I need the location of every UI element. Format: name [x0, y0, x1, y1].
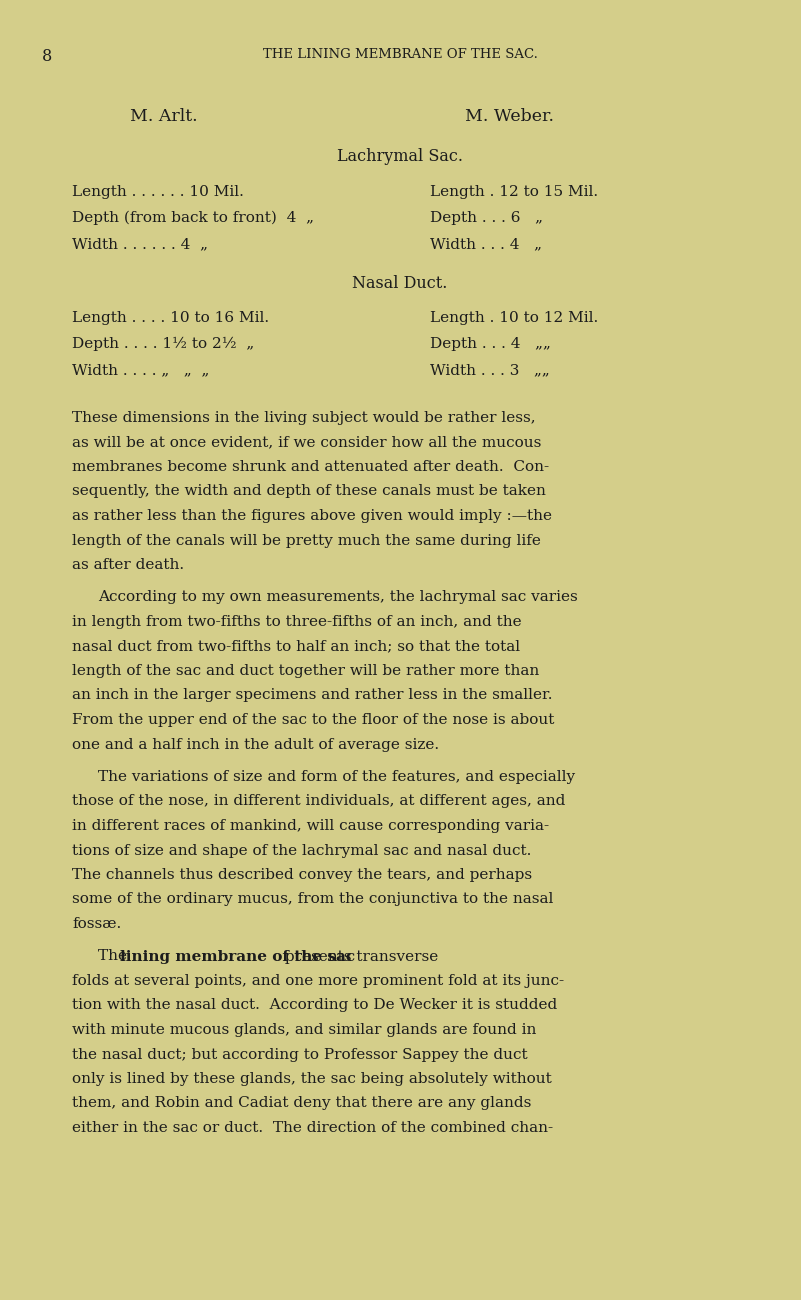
Text: some of the ordinary mucus, from the conjunctiva to the nasal: some of the ordinary mucus, from the con…	[72, 893, 553, 906]
Text: sequently, the width and depth of these canals must be taken: sequently, the width and depth of these …	[72, 485, 545, 498]
Text: Depth . . . 6   „: Depth . . . 6 „	[430, 211, 543, 225]
Text: Length . 10 to 12 Mil.: Length . 10 to 12 Mil.	[430, 311, 598, 325]
Text: M. Arlt.: M. Arlt.	[130, 108, 198, 125]
Text: Length . . . . 10 to 16 Mil.: Length . . . . 10 to 16 Mil.	[72, 311, 269, 325]
Text: Depth . . . . 1½ to 2½  „: Depth . . . . 1½ to 2½ „	[72, 337, 254, 351]
Text: From the upper end of the sac to the floor of the nose is about: From the upper end of the sac to the flo…	[72, 712, 554, 727]
Text: M. Weber.: M. Weber.	[465, 108, 554, 125]
Text: as rather less than the figures above given would imply :—the: as rather less than the figures above gi…	[72, 510, 552, 523]
Text: Width . . . 3   „„: Width . . . 3 „„	[430, 363, 549, 377]
Text: tions of size and shape of the lachrymal sac and nasal duct.: tions of size and shape of the lachrymal…	[72, 844, 531, 858]
Text: Width . . . . . . 4  „: Width . . . . . . 4 „	[72, 237, 208, 251]
Text: Length . . . . . . 10 Mil.: Length . . . . . . 10 Mil.	[72, 185, 244, 199]
Text: the nasal duct; but according to Professor Sappey the duct: the nasal duct; but according to Profess…	[72, 1048, 528, 1062]
Text: The channels thus described convey the tears, and perhaps: The channels thus described convey the t…	[72, 868, 532, 881]
Text: with minute mucous glands, and similar glands are found in: with minute mucous glands, and similar g…	[72, 1023, 537, 1037]
Text: nasal duct from two-fifths to half an inch; so that the total: nasal duct from two-fifths to half an in…	[72, 640, 520, 654]
Text: one and a half inch in the adult of average size.: one and a half inch in the adult of aver…	[72, 737, 439, 751]
Text: those of the nose, in different individuals, at different ages, and: those of the nose, in different individu…	[72, 794, 566, 809]
Text: According to my own measurements, the lachrymal sac varies: According to my own measurements, the la…	[98, 590, 578, 605]
Text: Depth (from back to front)  4  „: Depth (from back to front) 4 „	[72, 211, 314, 225]
Text: Length . 12 to 15 Mil.: Length . 12 to 15 Mil.	[430, 185, 598, 199]
Text: 8: 8	[42, 48, 52, 65]
Text: as after death.: as after death.	[72, 558, 184, 572]
Text: membranes become shrunk and attenuated after death.  Con-: membranes become shrunk and attenuated a…	[72, 460, 549, 474]
Text: Width . . . . „   „  „: Width . . . . „ „ „	[72, 363, 209, 377]
Text: Lachrymal Sac.: Lachrymal Sac.	[337, 148, 463, 165]
Text: lining membrane of the sac: lining membrane of the sac	[120, 949, 355, 963]
Text: in different races of mankind, will cause corresponding varia-: in different races of mankind, will caus…	[72, 819, 549, 833]
Text: only is lined by these glands, the sac being absolutely without: only is lined by these glands, the sac b…	[72, 1072, 552, 1086]
Text: length of the canals will be pretty much the same during life: length of the canals will be pretty much…	[72, 533, 541, 547]
Text: them, and Robin and Cadiat deny that there are any glands: them, and Robin and Cadiat deny that the…	[72, 1096, 531, 1110]
Text: an inch in the larger specimens and rather less in the smaller.: an inch in the larger specimens and rath…	[72, 689, 553, 702]
Text: The variations of size and form of the features, and especially: The variations of size and form of the f…	[98, 770, 575, 784]
Text: folds at several points, and one more prominent fold at its junc-: folds at several points, and one more pr…	[72, 974, 564, 988]
Text: in length from two-fifths to three-fifths of an inch, and the: in length from two-fifths to three-fifth…	[72, 615, 521, 629]
Text: as will be at once evident, if we consider how all the mucous: as will be at once evident, if we consid…	[72, 436, 541, 450]
Text: either in the sac or duct.  The direction of the combined chan-: either in the sac or duct. The direction…	[72, 1121, 553, 1135]
Text: tion with the nasal duct.  According to De Wecker it is studded: tion with the nasal duct. According to D…	[72, 998, 557, 1013]
Text: THE LINING MEMBRANE OF THE SAC.: THE LINING MEMBRANE OF THE SAC.	[263, 48, 537, 61]
Text: fossæ.: fossæ.	[72, 916, 121, 931]
Text: The: The	[98, 949, 132, 963]
Text: These dimensions in the living subject would be rather less,: These dimensions in the living subject w…	[72, 411, 536, 425]
Text: length of the sac and duct together will be rather more than: length of the sac and duct together will…	[72, 664, 539, 679]
Text: Nasal Duct.: Nasal Duct.	[352, 276, 448, 292]
Text: Depth . . . 4   „„: Depth . . . 4 „„	[430, 337, 551, 351]
Text: Width . . . 4   „: Width . . . 4 „	[430, 237, 542, 251]
Text: presents transverse: presents transverse	[280, 949, 438, 963]
